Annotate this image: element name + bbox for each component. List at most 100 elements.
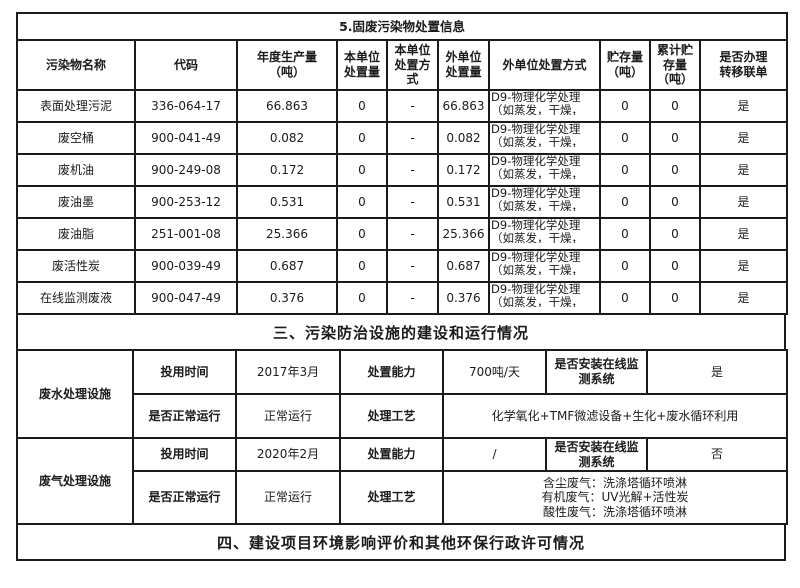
- waste-row: 废机油 900-249-08 0.172 0 - 0.172 D9-物理化学处理…: [16, 153, 789, 187]
- cell-storage-qty: 0: [599, 185, 651, 219]
- cell-storage-qty: 0: [599, 153, 651, 187]
- label-online-monitoring: 是否安装在线监 测系统: [545, 349, 648, 395]
- cell-code: 900-039-49: [134, 249, 238, 283]
- value-wastewater-normal-operation: 正常运行: [235, 393, 341, 439]
- cell-external-disposal-qty: 0.531: [437, 185, 490, 219]
- col-header-storage-qty: 贮存量 （吨）: [599, 39, 651, 91]
- waste-row: 废活性炭 900-039-49 0.687 0 - 0.687 D9-物理化学处…: [16, 249, 789, 283]
- cell-external-disposal-method: D9-物理化学处理 （如蒸发，干燥，: [488, 153, 601, 187]
- value-wastewater-capacity: 700吨/天: [442, 349, 547, 395]
- section-4-title: 四、建设项目环境影响评价和其他环保行政许可情况: [16, 523, 786, 562]
- cell-external-disposal-method: D9-物理化学处理 （如蒸发，干燥，: [488, 281, 601, 315]
- label-treatment-process: 处理工艺: [339, 393, 444, 439]
- cell-cumulative-storage: 0: [649, 217, 701, 251]
- cell-self-disposal-qty: 0: [336, 249, 388, 283]
- cell-storage-qty: 0: [599, 249, 651, 283]
- col-header-cumulative-storage: 累计贮 存量 （吨）: [649, 39, 701, 91]
- col-header-self-disposal-qty: 本单位 处置量: [336, 39, 388, 91]
- label-disposal-capacity: 处置能力: [339, 349, 444, 395]
- cell-external-disposal-qty: 0.172: [437, 153, 490, 187]
- cell-annual-output: 25.366: [236, 217, 338, 251]
- facility-label-waste-gas: 废气处理设施: [16, 436, 134, 526]
- waste-gas-row-2: 是否正常运行 正常运行 处理工艺 含尘废气：洗涤塔循环喷淋 有机废气：UV光解+…: [17, 470, 788, 526]
- label-treatment-process: 处理工艺: [339, 470, 444, 526]
- waste-table-title: 5.固废污染物处置信息: [15, 12, 789, 41]
- value-waste-gas-normal-operation: 正常运行: [235, 470, 341, 526]
- label-normal-operation: 是否正常运行: [132, 470, 237, 526]
- cell-code: 251-001-08: [134, 217, 238, 251]
- wastewater-row-1: 废水处理设施 投用时间 2017年3月 处置能力 700吨/天 是否安装在线监 …: [16, 349, 788, 439]
- cell-annual-output: 0.172: [236, 153, 338, 187]
- cell-self-disposal-qty: 0: [336, 185, 388, 219]
- cell-self-disposal-qty: 0: [336, 281, 388, 315]
- facility-label-wastewater: 废水处理设施: [16, 349, 134, 439]
- waste-table-header-row: 污染物名称 代码 年度生产量 （吨） 本单位 处置量 本单位 处置方 式 外单位…: [16, 39, 789, 91]
- cell-self-disposal-method: -: [386, 121, 439, 155]
- value-waste-gas-commission-time: 2020年2月: [235, 436, 341, 473]
- value-wastewater-online-monitoring: 是: [646, 349, 788, 395]
- cell-self-disposal-method: -: [386, 249, 439, 283]
- cell-external-disposal-qty: 25.366: [437, 217, 490, 251]
- waste-row: 在线监测废液 900-047-49 0.376 0 - 0.376 D9-物理化…: [16, 281, 789, 315]
- cell-cumulative-storage: 0: [649, 249, 701, 283]
- facilities-table: 废水处理设施 投用时间 2017年3月 处置能力 700吨/天 是否安装在线监 …: [16, 349, 788, 526]
- cell-pollutant-name: 废活性炭: [16, 249, 136, 283]
- cell-transfer-manifest: 是: [698, 249, 789, 283]
- value-waste-gas-online-monitoring: 否: [646, 436, 788, 473]
- waste-gas-row-1: 废气处理设施 投用时间 2020年2月 处置能力 / 是否安装在线监 测系统 否: [16, 436, 788, 526]
- col-header-self-disposal-method: 本单位 处置方 式: [386, 39, 439, 91]
- cell-storage-qty: 0: [599, 121, 651, 155]
- cell-external-disposal-qty: 66.863: [437, 89, 490, 123]
- col-header-pollutant-name: 污染物名称: [16, 39, 136, 91]
- cell-pollutant-name: 在线监测废液: [16, 281, 136, 315]
- cell-self-disposal-method: -: [386, 185, 439, 219]
- value-waste-gas-process: 含尘废气：洗涤塔循环喷淋 有机废气：UV光解+活性炭 酸性废气：洗涤塔循环喷淋: [442, 470, 788, 526]
- cell-transfer-manifest: 是: [698, 185, 789, 219]
- cell-annual-output: 66.863: [236, 89, 338, 123]
- cell-annual-output: 0.082: [236, 121, 338, 155]
- value-waste-gas-capacity: /: [442, 436, 547, 473]
- cell-pollutant-name: 废油墨: [16, 185, 136, 219]
- cell-self-disposal-method: -: [386, 217, 439, 251]
- cell-storage-qty: 0: [599, 89, 651, 123]
- cell-pollutant-name: 废机油: [16, 153, 136, 187]
- cell-code: 900-253-12: [134, 185, 238, 219]
- cell-external-disposal-qty: 0.376: [437, 281, 490, 315]
- col-header-code: 代码: [134, 39, 238, 91]
- cell-transfer-manifest: 是: [698, 121, 789, 155]
- waste-disposal-table: 5.固废污染物处置信息 污染物名称 代码 年度生产量 （吨） 本单位 处置量 本…: [15, 12, 789, 315]
- cell-self-disposal-method: -: [386, 153, 439, 187]
- cell-cumulative-storage: 0: [649, 121, 701, 155]
- waste-row: 废油墨 900-253-12 0.531 0 - 0.531 D9-物理化学处理…: [16, 185, 789, 219]
- cell-storage-qty: 0: [599, 217, 651, 251]
- label-normal-operation: 是否正常运行: [132, 393, 237, 439]
- cell-annual-output: 0.687: [236, 249, 338, 283]
- wastewater-row-2: 是否正常运行 正常运行 处理工艺 化学氧化+TMF微滤设备+生化+废水循环利用: [17, 393, 788, 439]
- label-commission-time: 投用时间: [132, 349, 237, 395]
- cell-self-disposal-qty: 0: [336, 121, 388, 155]
- cell-pollutant-name: 废空桶: [16, 121, 136, 155]
- cell-code: 900-047-49: [134, 281, 238, 315]
- col-header-external-disposal-qty: 外单位 处置量: [437, 39, 490, 91]
- cell-transfer-manifest: 是: [698, 217, 789, 251]
- label-online-monitoring: 是否安装在线监 测系统: [545, 436, 648, 473]
- cell-pollutant-name: 废油脂: [16, 217, 136, 251]
- cell-external-disposal-qty: 0.082: [437, 121, 490, 155]
- cell-self-disposal-qty: 0: [336, 217, 388, 251]
- cell-storage-qty: 0: [599, 281, 651, 315]
- waste-row: 废空桶 900-041-49 0.082 0 - 0.082 D9-物理化学处理…: [16, 121, 789, 155]
- cell-code: 900-249-08: [134, 153, 238, 187]
- cell-annual-output: 0.531: [236, 185, 338, 219]
- cell-annual-output: 0.376: [236, 281, 338, 315]
- waste-row: 废油脂 251-001-08 25.366 0 - 25.366 D9-物理化学…: [16, 217, 789, 251]
- cell-external-disposal-method: D9-物理化学处理 （如蒸发，干燥，: [488, 249, 601, 283]
- report-sheet: 5.固废污染物处置信息 污染物名称 代码 年度生产量 （吨） 本单位 处置量 本…: [15, 12, 789, 562]
- col-header-transfer-manifest: 是否办理 转移联单: [698, 39, 789, 91]
- section-3-title: 三、污染防治设施的建设和运行情况: [16, 313, 786, 351]
- waste-row: 表面处理污泥 336-064-17 66.863 0 - 66.863 D9-物…: [16, 89, 789, 123]
- cell-cumulative-storage: 0: [649, 153, 701, 187]
- cell-external-disposal-method: D9-物理化学处理 （如蒸发，干燥，: [488, 185, 601, 219]
- cell-self-disposal-qty: 0: [336, 89, 388, 123]
- cell-cumulative-storage: 0: [649, 281, 701, 315]
- cell-external-disposal-qty: 0.687: [437, 249, 490, 283]
